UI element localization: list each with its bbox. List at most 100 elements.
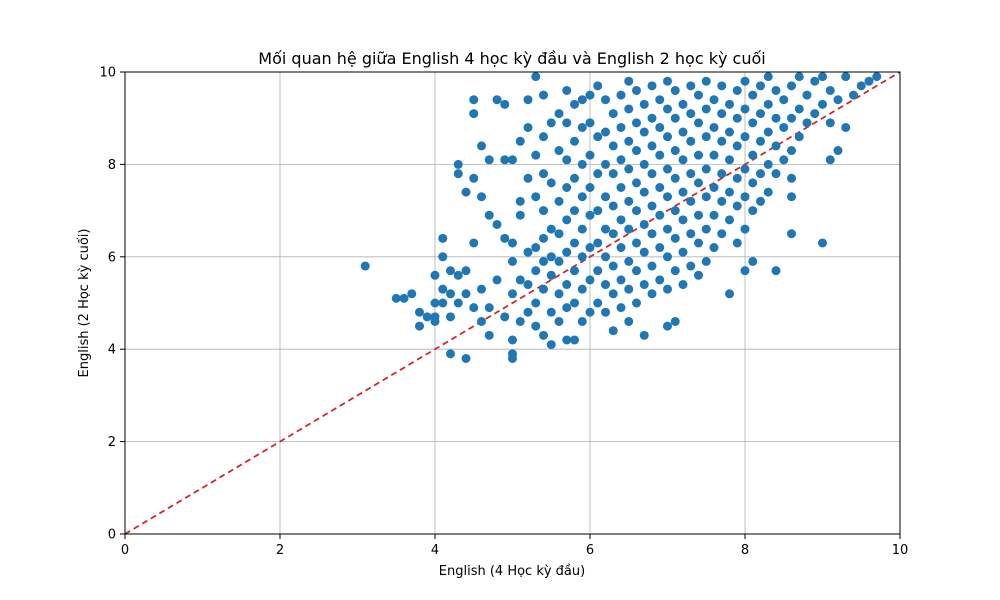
data-point (825, 118, 835, 128)
data-point (399, 293, 409, 303)
data-point (608, 169, 618, 179)
data-point (732, 141, 742, 151)
data-point (655, 210, 665, 220)
data-point (632, 146, 641, 156)
data-point (624, 224, 634, 234)
data-point (546, 178, 556, 188)
data-point (577, 95, 587, 105)
data-point (639, 247, 649, 257)
data-point (678, 280, 688, 290)
x-axis-label: English (4 Học kỳ đầu) (439, 564, 585, 579)
data-point (469, 109, 479, 119)
data-point (469, 173, 479, 183)
data-point (492, 95, 502, 105)
data-point (663, 284, 672, 294)
data-point (647, 169, 657, 179)
data-point (546, 252, 556, 262)
x-axis-ticks: 0 2 4 6 8 10 (121, 534, 908, 558)
data-point (794, 72, 804, 82)
data-point (670, 113, 680, 123)
data-point (663, 132, 672, 142)
data-point (531, 298, 541, 308)
data-point (461, 187, 471, 197)
data-point (415, 307, 424, 317)
data-point (446, 349, 455, 359)
data-point (670, 316, 680, 326)
data-point (570, 298, 579, 308)
data-point (725, 289, 734, 299)
chart-title: Mối quan hệ giữa English 4 học kỳ đầu và… (258, 49, 765, 68)
data-point (446, 289, 455, 299)
data-point (655, 95, 665, 105)
data-point (663, 321, 672, 331)
data-point (523, 307, 533, 317)
data-point (740, 266, 750, 276)
data-point (825, 155, 835, 165)
data-point (709, 183, 719, 192)
data-point (771, 169, 781, 179)
data-point (670, 233, 680, 243)
data-point (577, 316, 587, 326)
data-point (632, 178, 641, 188)
data-point (593, 266, 603, 276)
data-point (593, 298, 603, 308)
data-point (508, 289, 517, 299)
data-point (515, 275, 525, 285)
data-point (562, 183, 572, 192)
data-point (632, 238, 641, 248)
data-point (577, 159, 587, 169)
data-point (515, 136, 525, 146)
data-points (360, 72, 882, 363)
data-point (701, 256, 711, 266)
data-point (570, 238, 579, 248)
data-point (717, 136, 727, 146)
data-point (686, 109, 696, 119)
data-point (585, 275, 595, 285)
data-point (763, 127, 773, 137)
data-point (787, 81, 796, 91)
data-point (787, 113, 796, 123)
data-point (360, 261, 370, 271)
y-tick-label: 10 (99, 66, 116, 81)
data-point (624, 104, 634, 114)
data-point (539, 169, 548, 179)
data-point (546, 118, 556, 128)
data-point (686, 261, 696, 271)
data-point (562, 155, 572, 165)
data-point (539, 132, 548, 142)
data-point (701, 164, 711, 174)
reference-line (124, 71, 901, 535)
data-point (446, 266, 455, 276)
data-point (787, 173, 796, 183)
data-point (515, 210, 525, 220)
data-point (570, 136, 579, 146)
data-point (453, 270, 463, 280)
data-point (570, 266, 579, 276)
data-point (484, 330, 494, 340)
data-point (639, 330, 649, 340)
data-point (740, 104, 750, 114)
data-point (508, 349, 517, 359)
data-point (647, 261, 657, 271)
data-point (500, 233, 510, 243)
data-point (531, 266, 541, 276)
data-point (663, 76, 672, 86)
data-point (492, 275, 502, 285)
data-point (608, 109, 618, 119)
data-point (740, 132, 750, 142)
data-point (539, 90, 548, 100)
data-point (763, 72, 773, 82)
data-point (539, 256, 548, 266)
data-point (593, 169, 603, 179)
data-point (694, 118, 703, 128)
data-point (740, 164, 750, 174)
data-point (601, 307, 610, 317)
data-point (616, 155, 626, 165)
data-point (833, 95, 843, 105)
data-point (601, 192, 610, 202)
data-point (515, 196, 525, 206)
data-point (670, 266, 680, 276)
data-point (601, 159, 610, 169)
data-point (655, 243, 665, 253)
data-point (802, 90, 812, 100)
